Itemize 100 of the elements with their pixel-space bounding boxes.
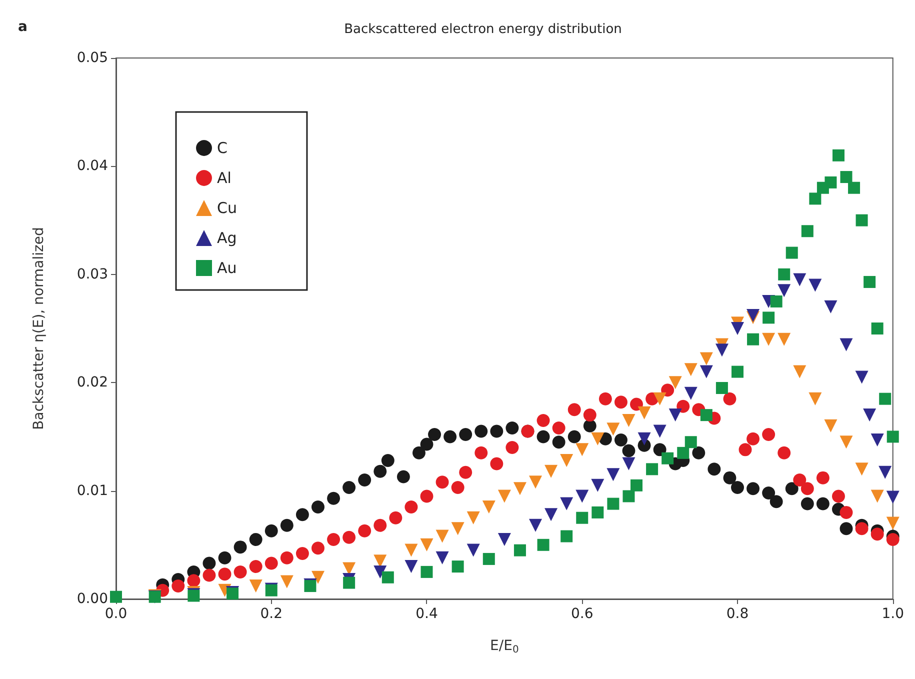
point: [202, 568, 216, 582]
point: [870, 433, 884, 446]
point: [583, 408, 596, 422]
legend-label: C: [217, 139, 228, 157]
point: [746, 432, 760, 446]
point: [716, 382, 728, 394]
point: [482, 500, 496, 514]
point: [264, 524, 278, 538]
point: [653, 443, 666, 456]
point: [172, 580, 185, 593]
point: [770, 295, 782, 308]
point: [668, 408, 682, 422]
point: [886, 490, 900, 504]
point: [864, 276, 876, 288]
point: [280, 575, 294, 588]
point: [816, 471, 830, 484]
point: [358, 473, 372, 486]
point: [731, 481, 744, 494]
point: [622, 457, 636, 470]
point: [793, 365, 806, 378]
point: [622, 444, 636, 458]
point: [653, 392, 666, 406]
point: [506, 441, 519, 454]
point: [731, 366, 744, 378]
point: [723, 392, 736, 406]
point: [855, 370, 868, 384]
point: [498, 490, 511, 503]
point: [778, 446, 791, 460]
y-tick-label: 0.01: [76, 482, 108, 499]
point: [327, 532, 340, 546]
point: [234, 540, 247, 554]
point: [342, 481, 356, 494]
point: [708, 462, 721, 476]
point: [684, 363, 698, 376]
point: [700, 409, 712, 422]
point: [840, 338, 853, 352]
point: [855, 462, 868, 476]
point: [452, 560, 464, 573]
point: [428, 428, 442, 442]
point: [606, 422, 620, 436]
point: [879, 392, 892, 405]
point: [312, 500, 324, 514]
point: [490, 457, 504, 470]
point: [630, 398, 643, 411]
point: [592, 506, 604, 518]
point: [576, 443, 589, 456]
point: [110, 590, 122, 603]
point: [786, 246, 798, 259]
point: [576, 490, 589, 503]
point: [420, 566, 433, 578]
point: [785, 482, 798, 496]
point: [218, 551, 232, 564]
point: [536, 414, 550, 427]
point: [466, 544, 480, 557]
x-tick-label: 0.6: [570, 606, 594, 622]
point: [870, 490, 884, 503]
point: [420, 438, 434, 451]
point: [770, 495, 783, 508]
point: [529, 518, 542, 532]
point: [809, 192, 822, 205]
point: [622, 490, 635, 502]
x-tick-label: 0.4: [416, 606, 438, 622]
point: [404, 500, 418, 514]
point: [684, 386, 698, 400]
y-tick-label: 0.04: [76, 158, 108, 174]
point: [676, 400, 690, 413]
point: [187, 574, 200, 588]
point: [436, 476, 449, 489]
point: [677, 446, 690, 459]
x-tick-label: 0.8: [726, 606, 749, 622]
point: [374, 464, 387, 478]
point: [723, 471, 736, 484]
point: [598, 392, 612, 406]
point: [280, 518, 294, 532]
point: [832, 149, 844, 162]
point: [498, 532, 511, 546]
x-tick-label: 0.2: [260, 606, 283, 622]
point: [218, 568, 232, 581]
point: [382, 571, 394, 584]
point: [537, 538, 550, 551]
y-tick-label: 0.05: [76, 50, 108, 66]
point: [638, 406, 651, 420]
point: [490, 424, 504, 438]
point: [568, 430, 581, 444]
point: [358, 524, 372, 538]
point: [793, 273, 806, 286]
y-tick-label: 0.00: [76, 591, 108, 607]
point: [459, 428, 472, 442]
point: [840, 171, 852, 184]
y-tick-label: 0.02: [76, 374, 108, 391]
point: [343, 576, 356, 589]
legend-label: Cu: [217, 199, 237, 217]
point: [513, 482, 526, 496]
point: [536, 430, 550, 444]
point: [646, 463, 658, 476]
point: [692, 446, 706, 460]
point: [249, 580, 262, 593]
point: [249, 560, 262, 574]
point: [404, 544, 418, 557]
point: [451, 522, 464, 536]
